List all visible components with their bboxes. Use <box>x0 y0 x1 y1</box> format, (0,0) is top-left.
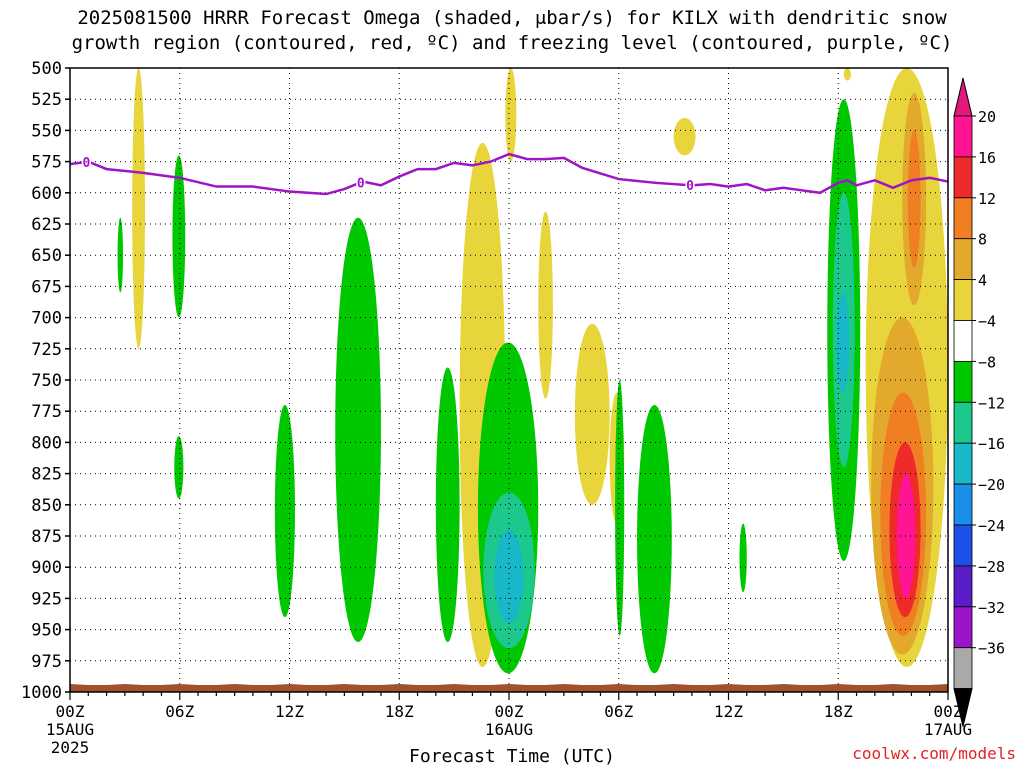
colorbar-label: −12 <box>978 394 1005 412</box>
x-tick-label: 12Z <box>275 702 304 721</box>
colorbar-label: 20 <box>978 108 996 126</box>
colorbar-label: 8 <box>978 231 987 249</box>
y-tick-label: 1000 <box>21 683 62 703</box>
x-tick-label: 12Z <box>714 702 743 721</box>
omega-region <box>505 68 517 162</box>
y-tick-label: 600 <box>31 184 62 204</box>
colorbar-label: 16 <box>978 149 996 167</box>
y-tick-label: 950 <box>31 621 62 641</box>
y-tick-label: 750 <box>31 371 62 391</box>
y-tick-label: 525 <box>31 90 62 110</box>
grid-lines <box>70 68 948 692</box>
colorbar-label: 4 <box>978 272 987 290</box>
colorbar-label: 12 <box>978 190 996 208</box>
y-tick-label: 850 <box>31 496 62 516</box>
y-tick-label: 975 <box>31 652 62 672</box>
y-axis: 500 525 550 575 600 625 650 675 700 725 750 775 800 8… <box>21 59 70 703</box>
omega-region <box>132 68 145 349</box>
y-tick-label: 900 <box>31 558 62 578</box>
omega-region <box>836 292 850 393</box>
title-line-1: 2025081500 HRRR Forecast Omega (shaded, … <box>77 7 947 29</box>
omega-region <box>335 217 381 643</box>
y-tick-label: 700 <box>31 309 62 329</box>
terrain-band <box>70 684 948 692</box>
y-tick-label: 650 <box>31 246 62 266</box>
colorbar-label: −32 <box>978 599 1005 617</box>
x-tick-label: 00Z <box>56 702 85 721</box>
omega-region <box>843 68 852 81</box>
x-axis-label: Forecast Time (UTC) <box>409 746 615 767</box>
colorbar: 20 16 12 8 4 −4 −8 −12 −16 −20 −24 −28 −32 −36 <box>953 77 1005 727</box>
y-tick-label: 575 <box>31 153 62 173</box>
colorbar-label: −36 <box>978 640 1005 658</box>
colorbar-bin <box>953 524 973 567</box>
colorbar-bin <box>953 197 973 240</box>
freezing-level-line <box>69 152 949 196</box>
y-tick-label: 775 <box>31 402 62 422</box>
freezing-level-labels: 0 0 0 <box>81 154 696 195</box>
colorbar-label: −8 <box>978 353 996 371</box>
colorbar-bin <box>953 647 973 690</box>
omega-region <box>907 130 921 268</box>
colorbar-label: −16 <box>978 435 1005 453</box>
x-tick-label: 00Z <box>934 702 963 721</box>
omega-region <box>174 436 184 499</box>
omega-region <box>739 523 747 593</box>
colorbar-bin <box>953 320 973 362</box>
watermark: coolwx.com/models <box>852 744 1016 763</box>
colorbar-bin <box>953 360 973 403</box>
omega-region <box>494 529 524 624</box>
freezing-level-label: 0 <box>686 179 694 194</box>
omega-region <box>538 211 553 399</box>
x-date-label: 16AUG <box>485 720 533 739</box>
x-tick-label: 00Z <box>495 702 524 721</box>
y-tick-label: 800 <box>31 433 62 453</box>
colorbar-bin <box>953 279 973 321</box>
y-tick-label: 725 <box>31 340 62 360</box>
y-tick-label: 500 <box>31 59 62 79</box>
colorbar-bottom-arrow <box>953 688 973 727</box>
colorbar-label: −20 <box>978 476 1005 494</box>
x-date-label: 15AUG <box>46 720 94 739</box>
chart-title: 2025081500 HRRR Forecast Omega (shaded, … <box>0 6 1024 56</box>
y-tick-label: 550 <box>31 121 62 141</box>
y-tick-label: 925 <box>31 589 62 609</box>
colorbar-bin <box>953 115 973 158</box>
colorbar-label: −28 <box>978 558 1005 576</box>
omega-region <box>574 323 610 505</box>
freezing-level-label: 0 <box>83 156 91 171</box>
x-tick-label: 06Z <box>165 702 194 721</box>
colorbar-bin <box>953 401 973 444</box>
colorbar-label: −4 <box>978 313 996 331</box>
x-tick-label: 06Z <box>604 702 633 721</box>
omega-region <box>673 117 696 156</box>
y-tick-label: 875 <box>31 527 62 547</box>
omega-region <box>274 404 295 618</box>
freezing-level-label: 0 <box>357 176 365 191</box>
colorbar-bin <box>953 483 973 526</box>
colorbar-top-arrow <box>953 77 973 117</box>
colorbar-bin <box>953 565 973 608</box>
x-tick-label: 18Z <box>385 702 414 721</box>
colorbar-bin <box>953 238 973 280</box>
omega-region <box>637 404 672 674</box>
y-tick-label: 625 <box>31 215 62 235</box>
colorbar-label: −24 <box>978 517 1005 535</box>
title-line-2: growth region (contoured, red, ºC) and f… <box>71 32 953 54</box>
omega-region <box>435 367 460 643</box>
y-tick-label: 825 <box>31 465 62 485</box>
omega-regions <box>117 68 948 674</box>
omega-region <box>172 155 186 318</box>
omega-region <box>615 380 625 636</box>
colorbar-bin <box>953 606 973 649</box>
y-tick-label: 675 <box>31 277 62 297</box>
x-date-label: 17AUG <box>924 720 972 739</box>
x-tick-label: 18Z <box>824 702 853 721</box>
colorbar-bin <box>953 442 973 485</box>
colorbar-bin <box>953 156 973 199</box>
x-year-label: 2025 <box>51 738 90 757</box>
